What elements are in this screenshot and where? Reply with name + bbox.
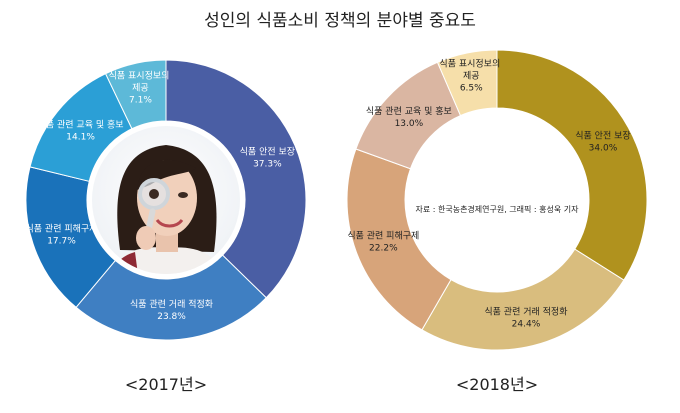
slice-label-2018-2: 식품 관련 거래 적정화 24.4% [484, 305, 567, 329]
slice-label-2017-1: 식품 안전 보장 37.3% [240, 146, 295, 169]
slice-label-2017-4: 식품 관련 교육 및 홍보 14.1% [38, 119, 124, 143]
caption-2018: <2018년> [456, 375, 538, 394]
donut-chart-2017: 식품 안전 보장 37.3% 식품 관련 거래 적정화 23.8% 식품 관련 피해구제… [26, 59, 307, 341]
slice-label-2018-4: 식품 관련 교육 및 홍보 13.0% [366, 105, 452, 129]
slice-label-2017-3: 식품 관련 피해구제 17.7% [26, 223, 98, 246]
pie-slice-2017-5 [104, 59, 167, 130]
pie-slice-2018-5 [436, 49, 498, 117]
page-title: 성인의 식품소비 정책의 분야별 중요도 [204, 11, 476, 31]
pie-slice-2018-1 [496, 49, 648, 281]
caption-2017: <2017년> [125, 375, 207, 394]
donut-chart-2018: 식품 안전 보장 34.0% 식품 관련 거래 적정화 24.4% 식품 관련 피해구제… [346, 49, 648, 351]
pie-slice-2017-2 [75, 254, 267, 341]
woman-with-magnifying-glass-image [92, 126, 240, 274]
pie-slice-2017-1 [165, 59, 307, 299]
slice-label-2017-5: 식품 표시정보의 제공 7.1% [109, 70, 173, 105]
slice-label-2018-3: 식품 관련 피해구제 22.2% [347, 230, 419, 253]
pie-slice-2018-2 [421, 248, 625, 351]
slice-label-2018-5: 식품 표시정보의 제공 6.5% [439, 59, 503, 94]
slice-label-2017-2: 식품 관련 거래 적정화 23.8% [130, 298, 213, 322]
slice-label-2018-1: 식품 안전 보장 34.0% [575, 131, 630, 154]
source-note: 자료 : 한국농촌경제연구원, 그래픽 : 홍성욱 기자 [415, 204, 579, 214]
